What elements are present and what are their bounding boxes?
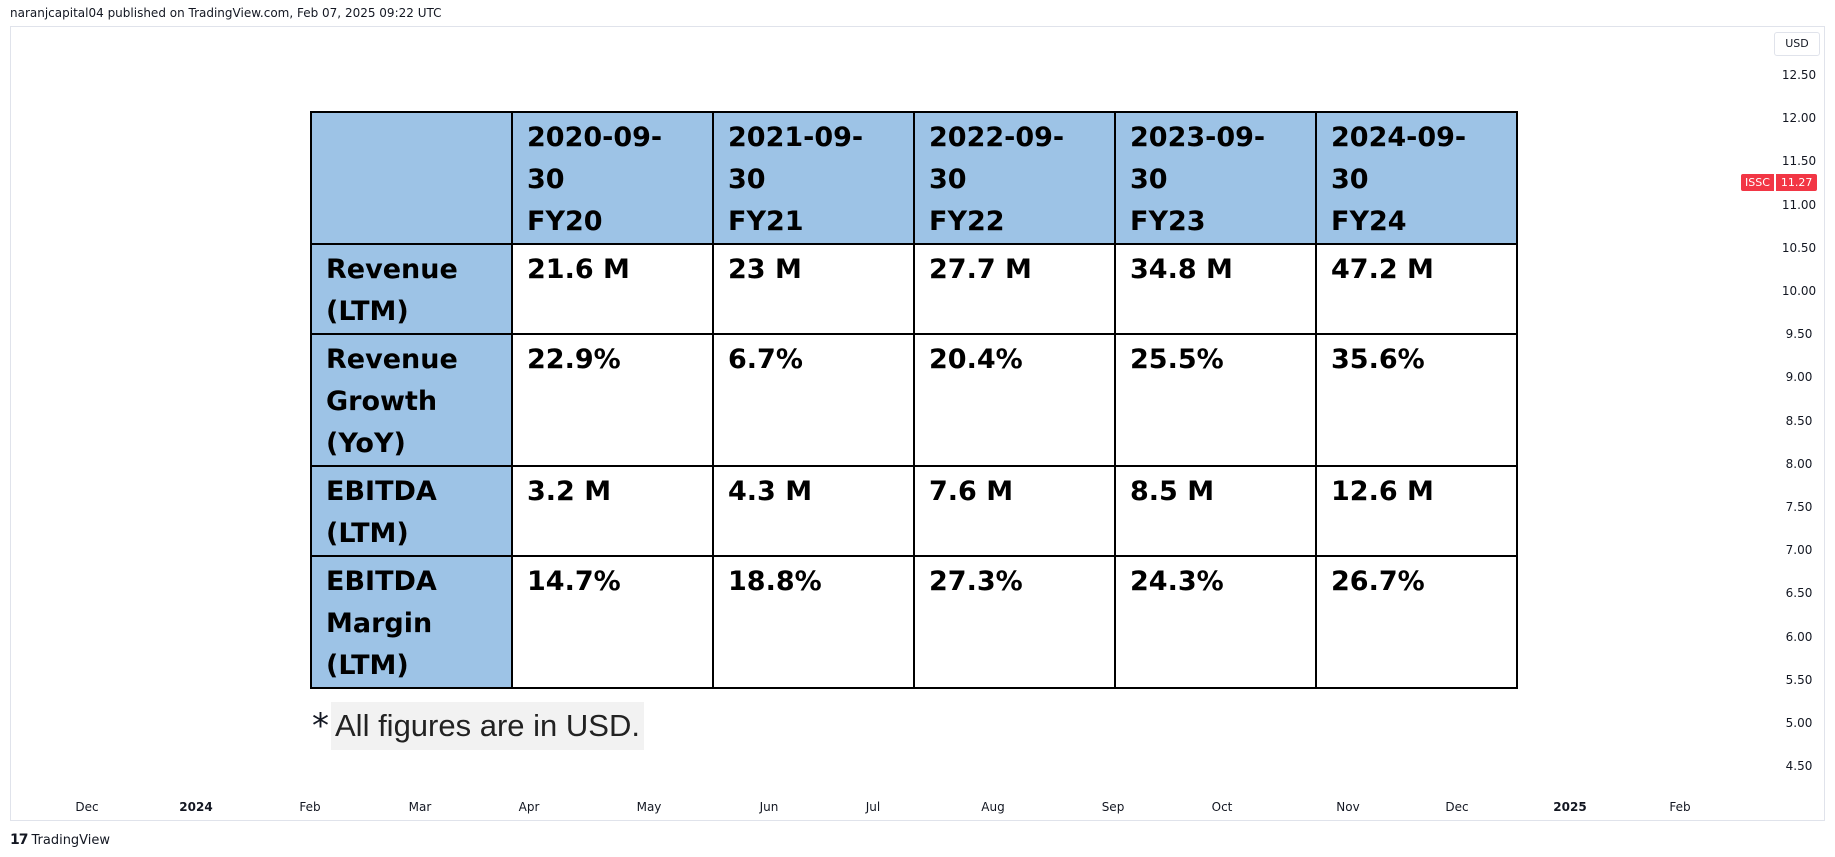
price-axis-label: 11.00 — [1781, 197, 1817, 212]
table-cell: 12.6 M — [1315, 465, 1518, 557]
table-row: EBITDA Margin (LTM) 14.7% 18.8% 27.3% 24.3… — [310, 555, 1518, 689]
table-cell: 21.6 M — [511, 243, 714, 335]
row-label: EBITDA (LTM) — [310, 465, 513, 557]
table-cell: 6.7% — [712, 333, 915, 467]
time-axis-label: Jul — [865, 800, 881, 814]
table-cell: 47.2 M — [1315, 243, 1518, 335]
time-axis-label: Sep — [1101, 800, 1125, 814]
table-header-row: 2020-09-30 FY20 2021-09-30 FY21 2022-09-30… — [310, 111, 1518, 245]
column-header: 2023-09-30 FY23 — [1114, 111, 1317, 245]
price-axis-label: 12.00 — [1781, 111, 1817, 126]
price-axis-label: 7.50 — [1785, 500, 1813, 514]
time-axis-label: Jun — [759, 800, 779, 814]
tradingview-logo-icon: 17 — [10, 832, 29, 848]
time-axis-label: Oct — [1211, 800, 1233, 814]
table-cell: 23 M — [712, 243, 915, 335]
table-row: EBITDA (LTM) 3.2 M 4.3 M 7.6 M 8.5 M 12.6… — [310, 465, 1518, 557]
tradingview-brand[interactable]: 17 TradingView — [10, 832, 110, 848]
price-axis-label: 8.00 — [1785, 456, 1813, 471]
row-label: EBITDA Margin (LTM) — [310, 555, 513, 689]
time-axis-label: Feb — [299, 800, 321, 814]
price-axis-label: 11.50 — [1781, 154, 1817, 169]
table-cell: 34.8 M — [1114, 243, 1317, 335]
table-cell: 18.8% — [712, 555, 915, 689]
price-axis-label: 10.00 — [1781, 284, 1817, 298]
price-axis-label: 5.50 — [1785, 672, 1813, 687]
ticker-symbol: ISSC — [1741, 174, 1774, 191]
financials-table: 2020-09-30 FY20 2021-09-30 FY21 2022-09-30… — [310, 111, 1518, 689]
column-header: 2022-09-30 FY22 — [913, 111, 1116, 245]
last-price: 11.27 — [1775, 174, 1818, 191]
table-row: Revenue Growth (YoY) 22.9% 6.7% 20.4% 25.5… — [310, 333, 1518, 467]
published-line: naranjcapital04 published on TradingView… — [10, 6, 442, 20]
time-axis-label: Apr — [518, 800, 540, 814]
table-cell: 26.7% — [1315, 555, 1518, 689]
table-cell: 4.3 M — [712, 465, 915, 557]
price-axis-label: 6.50 — [1785, 586, 1813, 601]
column-header: 2020-09-30 FY20 — [511, 111, 714, 245]
table-cell: 25.5% — [1114, 333, 1317, 467]
footnote-star: * — [312, 706, 329, 746]
chart-frame — [10, 26, 1825, 821]
currency-button[interactable]: USD — [1774, 32, 1820, 56]
table-cell: 14.7% — [511, 555, 714, 689]
table-cell: 27.3% — [913, 555, 1116, 689]
price-axis-label: 9.00 — [1785, 370, 1813, 385]
footnote-text: All figures are in USD. — [331, 702, 644, 750]
column-header: 2024-09-30 FY24 — [1315, 111, 1518, 245]
brand-name: TradingView — [31, 832, 111, 848]
time-axis-label: Dec — [1445, 800, 1469, 814]
table-cell: 27.7 M — [913, 243, 1116, 335]
time-axis-label: 2025 — [1553, 800, 1587, 814]
price-axis-label: 6.00 — [1785, 629, 1813, 644]
price-axis-label: 8.50 — [1785, 413, 1813, 428]
table-cell: 3.2 M — [511, 465, 714, 557]
price-axis-label: 5.00 — [1785, 716, 1813, 730]
price-axis-label: 9.50 — [1785, 327, 1813, 342]
time-axis-label: Dec — [75, 800, 99, 814]
table-cell: 22.9% — [511, 333, 714, 467]
table-cell: 7.6 M — [913, 465, 1116, 557]
row-label: Revenue (LTM) — [310, 243, 513, 335]
price-axis-label: 7.00 — [1785, 543, 1813, 558]
table-cell: 20.4% — [913, 333, 1116, 467]
time-axis-label: Feb — [1669, 800, 1691, 814]
time-axis-label: Nov — [1336, 800, 1360, 814]
price-axis-label: 4.50 — [1785, 759, 1813, 774]
corner-cell — [310, 111, 513, 245]
table-cell: 24.3% — [1114, 555, 1317, 689]
time-axis-label: Mar — [408, 800, 432, 814]
footnote: * All figures are in USD. — [312, 702, 644, 750]
row-label: Revenue Growth (YoY) — [310, 333, 513, 467]
price-axis-label: 10.50 — [1781, 240, 1817, 255]
table-row: Revenue (LTM) 21.6 M 23 M 27.7 M 34.8 M 4… — [310, 243, 1518, 335]
last-price-tag: ISSC 11.27 — [1741, 174, 1818, 191]
table-cell: 35.6% — [1315, 333, 1518, 467]
price-axis-label: 12.50 — [1781, 68, 1817, 82]
table-cell: 8.5 M — [1114, 465, 1317, 557]
column-header: 2021-09-30 FY21 — [712, 111, 915, 245]
time-axis-label: May — [636, 800, 662, 814]
time-axis-label: Aug — [981, 800, 1005, 814]
time-axis-label: 2024 — [179, 800, 213, 814]
